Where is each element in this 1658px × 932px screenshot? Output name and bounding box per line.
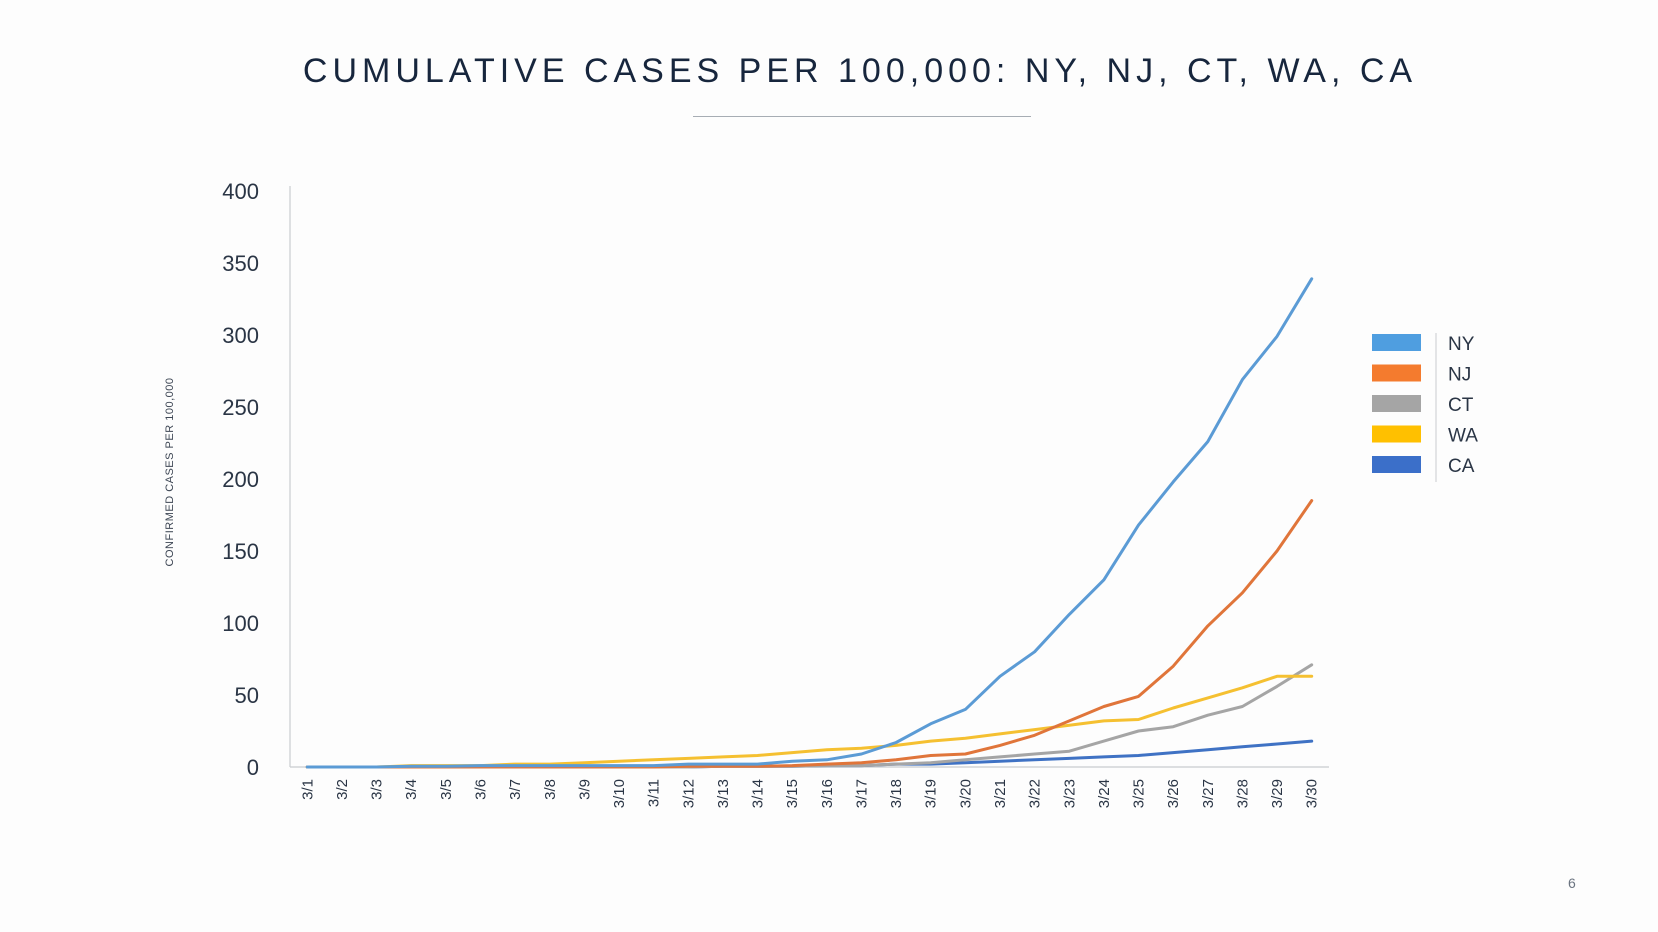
x-tick-label: 3/29 bbox=[1269, 779, 1286, 808]
x-tick-label: 3/8 bbox=[542, 779, 559, 800]
y-tick-label: 150 bbox=[222, 539, 259, 564]
series-line-ca bbox=[305, 739, 1314, 769]
page-number: 6 bbox=[1568, 875, 1576, 891]
legend-swatch-wa bbox=[1372, 425, 1421, 443]
x-tick-label: 3/20 bbox=[957, 779, 974, 808]
x-tick-label: 3/22 bbox=[1027, 779, 1044, 808]
x-tick-label: 3/30 bbox=[1304, 779, 1321, 808]
x-tick-label: 3/1 bbox=[299, 779, 316, 800]
x-tick-label: 3/5 bbox=[438, 779, 455, 800]
x-tick-label: 3/15 bbox=[784, 779, 801, 808]
title-divider bbox=[693, 116, 1031, 117]
x-tick-label: 3/16 bbox=[819, 779, 836, 808]
x-tick-label: 3/14 bbox=[750, 779, 767, 808]
x-tick-label: 3/13 bbox=[715, 779, 732, 808]
x-tick-label: 3/21 bbox=[992, 779, 1009, 808]
series-lines bbox=[305, 277, 1314, 769]
legend-label-wa: WA bbox=[1448, 426, 1478, 447]
legend-swatch-nj bbox=[1372, 364, 1421, 382]
x-tick-label: 3/12 bbox=[680, 779, 697, 808]
x-tick-label: 3/17 bbox=[853, 779, 870, 808]
legend-label-ny: NY bbox=[1448, 334, 1475, 355]
x-tick-label: 3/19 bbox=[923, 779, 940, 808]
x-tick-label: 3/4 bbox=[403, 779, 420, 800]
x-tick-label: 3/2 bbox=[334, 779, 351, 800]
x-tick-label: 3/3 bbox=[369, 779, 386, 800]
y-tick-label: 200 bbox=[222, 467, 259, 492]
legend-label-ct: CT bbox=[1448, 395, 1474, 416]
y-tick-label: 250 bbox=[222, 395, 259, 420]
y-tick-label: 100 bbox=[222, 611, 259, 636]
legend-swatch-ny bbox=[1372, 334, 1421, 351]
x-axis: 3/1 3/2 3/3 3/4 3/5 3/6 3/7 3/8 3/9 3/10 3/11 3/12 3… bbox=[290, 766, 1329, 808]
x-tick-label: 3/23 bbox=[1061, 779, 1078, 808]
series-line-ny bbox=[305, 277, 1314, 769]
y-tick-label: 400 bbox=[222, 179, 259, 204]
x-tick-label: 3/28 bbox=[1234, 779, 1251, 808]
slide-title: CUMULATIVE CASES PER 100,000: NY, NJ, CT… bbox=[302, 52, 1418, 90]
y-axis-label: CONFIRMED CASES PER 100,000 bbox=[164, 378, 176, 567]
y-tick-label: 350 bbox=[222, 251, 259, 276]
legend-swatch-ca bbox=[1372, 456, 1421, 473]
y-tick-label: 0 bbox=[247, 755, 259, 780]
x-tick-label: 3/9 bbox=[576, 779, 593, 800]
x-tick-label: 3/6 bbox=[472, 779, 489, 800]
legend-swatch-ct bbox=[1372, 395, 1421, 412]
x-tick-label: 3/10 bbox=[611, 779, 628, 808]
legend-label-ca: CA bbox=[1448, 456, 1475, 477]
y-tick-label: 50 bbox=[235, 683, 259, 708]
y-tick-label: 300 bbox=[222, 323, 259, 348]
x-tick-label: 3/27 bbox=[1200, 779, 1217, 808]
x-tick-label: 3/11 bbox=[646, 779, 663, 807]
x-tick-label: 3/24 bbox=[1096, 779, 1113, 808]
legend-label-nj: NJ bbox=[1448, 365, 1471, 386]
x-tick-label: 3/26 bbox=[1165, 779, 1182, 808]
x-tick-label: 3/7 bbox=[507, 779, 524, 800]
x-tick-label: 3/25 bbox=[1131, 779, 1148, 808]
y-axis: 0 50 100 150 200 250 300 350 400 bbox=[222, 179, 291, 780]
legend: NY NJ CT WA CA bbox=[1372, 333, 1478, 482]
x-tick-label: 3/18 bbox=[888, 779, 905, 808]
